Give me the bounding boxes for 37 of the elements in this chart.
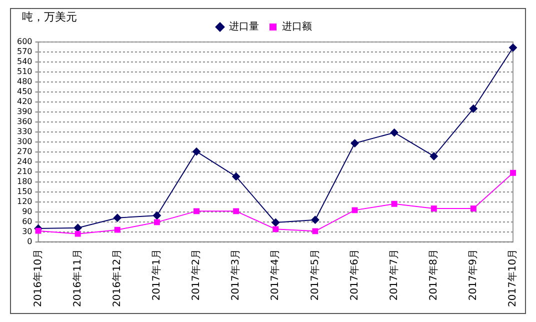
y-tick-label: 420 — [16, 97, 32, 106]
y-tick-label: 240 — [16, 156, 32, 166]
x-tick-label: 2017年7月 — [388, 248, 400, 301]
y-tick-label: 0 — [27, 236, 32, 246]
y-tick-label: 330 — [16, 127, 32, 136]
y-tick-label: 510 — [16, 67, 32, 76]
x-tick-label: 2017年10月 — [506, 248, 519, 308]
x-tick-label: 2017年8月 — [427, 248, 440, 301]
y-tick-label: 360 — [16, 117, 32, 126]
x-tick-label: 2016年10月 — [32, 248, 44, 308]
x-tick-label: 2016年12月 — [110, 248, 123, 308]
x-tick-label: 2017年3月 — [230, 248, 242, 301]
legend-label: 进口额 — [282, 20, 312, 33]
y-tick-label: 60 — [22, 216, 32, 226]
y-tick-label: 210 — [16, 166, 32, 176]
y-tick-label: 180 — [16, 176, 32, 186]
x-tick-label: 2017年5月 — [308, 248, 321, 301]
y-tick-label: 120 — [16, 196, 32, 206]
y-tick-label: 300 — [16, 136, 32, 146]
legend-label: 进口量 — [229, 20, 259, 33]
y-tick-label: 570 — [16, 47, 32, 56]
y-tick-label: 30 — [22, 226, 32, 236]
y-tick-label: 480 — [16, 77, 32, 86]
x-tick-label: 2017年1月 — [150, 248, 163, 301]
x-tick-label: 2017年9月 — [467, 248, 480, 301]
x-tick-label: 2017年2月 — [190, 248, 202, 301]
y-tick-label: 600 — [16, 37, 32, 46]
x-tick-label: 2017年4月 — [269, 248, 282, 301]
y-tick-label: 450 — [16, 87, 32, 96]
y-axis-title: 吨，万美元 — [22, 10, 77, 24]
x-tick-label: 2016年11月 — [71, 248, 84, 308]
y-tick-label: 270 — [16, 146, 32, 156]
x-tick-label: 2017年6月 — [348, 248, 360, 301]
y-tick-label: 150 — [16, 186, 32, 196]
y-tick-label: 390 — [16, 107, 32, 116]
y-tick-label: 540 — [16, 57, 32, 66]
y-tick-label: 90 — [22, 206, 32, 216]
